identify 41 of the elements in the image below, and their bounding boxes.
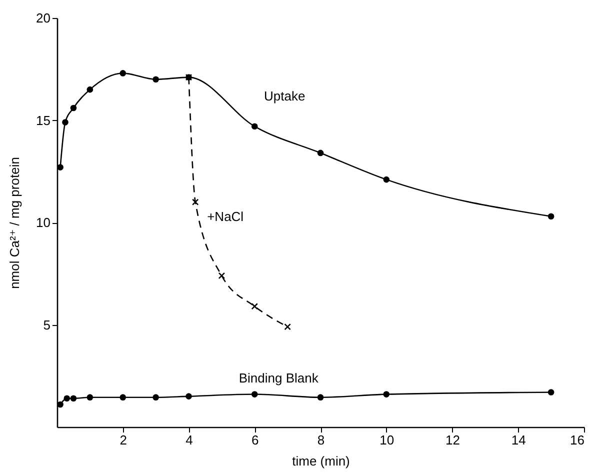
point [86, 86, 94, 93]
point [86, 394, 94, 401]
x-tick-label: 10 [380, 432, 394, 448]
series-label: +NaCl [207, 209, 244, 224]
point [120, 394, 126, 401]
point [57, 401, 64, 408]
point [548, 213, 554, 220]
point [70, 395, 77, 402]
point [152, 76, 159, 83]
x-tick-label: 16 [570, 432, 584, 448]
point [62, 119, 68, 126]
x-tick-label: 14 [511, 432, 526, 448]
point [251, 302, 258, 310]
point [548, 389, 554, 396]
point [284, 323, 291, 330]
point [317, 394, 324, 401]
x-tick-label: 4 [186, 432, 193, 448]
point [218, 272, 226, 280]
point [120, 70, 126, 76]
x-tick-label: 6 [252, 432, 259, 448]
x-tick-label: 8 [317, 432, 325, 448]
y-tick-label: 5 [43, 317, 50, 332]
series-label: Binding Blank [238, 370, 319, 386]
point [251, 123, 258, 130]
point [64, 395, 70, 402]
point [317, 150, 324, 156]
point [152, 394, 159, 401]
point [251, 391, 258, 398]
y-tick-label: 15 [36, 112, 50, 128]
y-tick-label: 20 [36, 10, 50, 26]
series-label: Uptake [264, 88, 306, 104]
y-tick-label: 10 [36, 215, 50, 230]
x-tick-label: 2 [120, 432, 127, 448]
y-axis-title: nmol Ca²⁺ / mg protein [7, 157, 22, 289]
point [383, 391, 390, 398]
point [186, 393, 192, 400]
x-tick-label: 12 [446, 432, 460, 448]
point [70, 104, 77, 112]
point [383, 176, 390, 183]
x-axis-title: time (min) [292, 454, 350, 468]
point [192, 198, 199, 206]
